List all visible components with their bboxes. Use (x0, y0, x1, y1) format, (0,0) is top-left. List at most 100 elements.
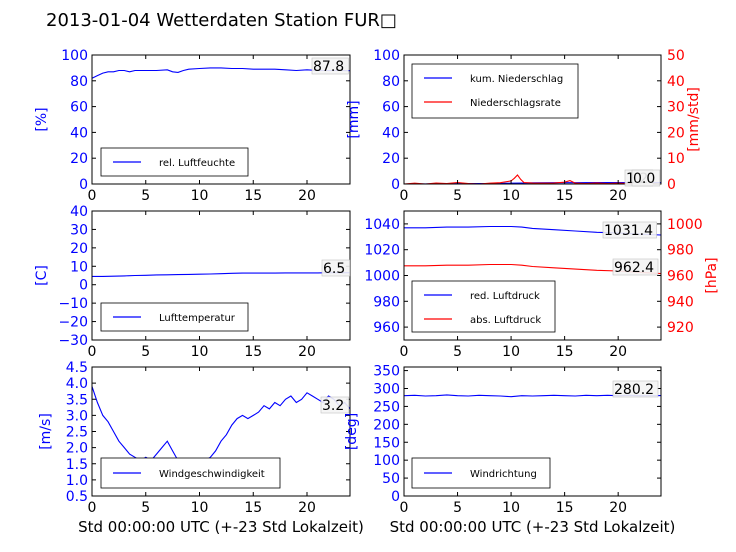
chart-pressure: 0 5 10 15 20 960 980 1000 1020 1040 920 940 960 980 10… (364, 210, 720, 360)
legend-label-temperature-0: Lufttemperatur (159, 313, 236, 324)
y-tick-label-wind_speed-4: 2.5 (66, 425, 88, 441)
x-tick-label-humidity-0: 0 (88, 188, 97, 204)
value-label-temperature-0: 6.5 (323, 261, 345, 277)
x-tick-label-wind_direction-2: 10 (502, 500, 520, 516)
y-axis-label-temperature: [C] (34, 265, 50, 286)
y-tick-label-wind_speed-7: 4.0 (66, 376, 88, 392)
y-tick-label-wind_direction-6: 300 (373, 382, 400, 398)
legend-label-precipitation-0: kum. Niederschlag (470, 74, 563, 85)
x-tick-label-wind_speed-2: 10 (191, 500, 209, 516)
x-tick-label-temperature-3: 15 (244, 344, 262, 360)
y2-tick-label-precipitation-4: 40 (667, 74, 685, 90)
y-tick-label-humidity-1: 20 (70, 151, 88, 167)
y-tick-label-humidity-4: 80 (70, 74, 88, 90)
value-box-humidity-0 (311, 57, 349, 75)
chart-humidity: 0 5 10 15 20 0 20 40 60 80 100 [%] rel. Luftfeuchte 8… (34, 48, 351, 204)
value-label-pressure-1: 962.4 (614, 260, 654, 276)
y-tick-label-pressure-0: 960 (373, 320, 400, 336)
y-tick-label-wind_speed-2: 1.5 (66, 457, 88, 473)
figure-title: 2013-01-04 Wetterdaten Station FUR□ (46, 10, 397, 31)
x-tick-label-temperature-4: 20 (298, 344, 316, 360)
x-tick-label-precipitation-0: 0 (400, 188, 409, 204)
x-tick-label-wind_speed-4: 20 (298, 500, 316, 516)
axes-frame-humidity (91, 54, 351, 185)
x-tick-label-precipitation-2: 10 (502, 188, 520, 204)
series-line-wind_speed-0 (91, 386, 351, 471)
value-label-humidity-0: 87.8 (313, 59, 344, 75)
y-tick-label-temperature-3: 0 (79, 278, 88, 294)
y-tick-label-precipitation-2: 40 (382, 125, 400, 141)
y-tick-label-humidity-2: 40 (70, 125, 88, 141)
series-line-temperature-0 (92, 272, 350, 277)
y-tick-label-pressure-4: 1040 (364, 217, 400, 233)
value-box-precipitation-1 (631, 169, 661, 187)
y-tick-label-temperature-7: 40 (70, 204, 88, 220)
y2-tick-label-pressure-3: 980 (667, 243, 694, 259)
y-tick-label-pressure-3: 1020 (364, 243, 400, 259)
y-tick-label-wind_direction-2: 100 (373, 453, 400, 469)
y-axis-label-humidity: [%] (34, 107, 50, 131)
y-tick-label-wind_speed-6: 3.5 (66, 392, 88, 408)
x-tick-label-pressure-3: 15 (556, 344, 574, 360)
legend-label-humidity-0: rel. Luftfeuchte (159, 158, 235, 169)
x-tick-label-temperature-2: 10 (191, 344, 209, 360)
value-box-temperature-0 (321, 259, 351, 277)
legend-label-precipitation-1: Niederschlagsrate (470, 98, 561, 109)
y-tick-label-temperature-0: −30 (58, 333, 88, 349)
x-tick-label-temperature-0: 0 (88, 344, 97, 360)
axes-frame-precipitation (403, 54, 662, 185)
value-box-pressure-1 (612, 258, 659, 276)
y2-tick-label-pressure-4: 1000 (667, 217, 703, 233)
y-tick-label-wind_direction-5: 250 (373, 399, 400, 415)
value-label-precipitation-1: 0.0 (633, 171, 655, 187)
y-axis-label-precipitation: [mm] (346, 100, 362, 138)
y-tick-label-wind_speed-5: 3.0 (66, 408, 88, 424)
y-tick-label-temperature-5: 20 (70, 241, 88, 257)
y-tick-label-precipitation-0: 0 (391, 177, 400, 193)
x-tick-label-wind_direction-0: 0 (400, 500, 409, 516)
y2-tick-label-precipitation-0: 0 (667, 177, 676, 193)
value-label-wind_direction-0: 280.2 (614, 382, 654, 398)
x-tick-label-pressure-1: 5 (453, 344, 462, 360)
x-tick-label-pressure-0: 0 (400, 344, 409, 360)
series-line-precipitation-1 (403, 174, 662, 185)
x-tick-label-wind_direction-3: 15 (556, 500, 574, 516)
value-label-wind_speed-0: 3.2 (322, 398, 344, 414)
y-tick-label-wind_direction-4: 200 (373, 417, 400, 433)
value-label-pressure-0: 1031.4 (604, 223, 653, 239)
y-tick-label-temperature-2: −10 (58, 296, 88, 312)
y-tick-label-wind_direction-3: 150 (373, 435, 400, 451)
chart-temperature: 0 5 10 15 20 −30 −20 −10 0 10 20 30 40 [C] Lufttempera… (34, 204, 351, 360)
x-tick-label-humidity-3: 15 (244, 188, 262, 204)
y2-axis-label-precipitation: [mm/std] (686, 87, 702, 152)
y2-tick-label-pressure-1: 940 (667, 294, 694, 310)
y2-tick-label-precipitation-2: 20 (667, 125, 685, 141)
y-axis-label-wind_speed: [m/s] (38, 413, 54, 450)
x-tick-label-precipitation-3: 15 (556, 188, 574, 204)
x-tick-label-humidity-1: 5 (141, 188, 150, 204)
x-axis-label-wind_direction: Std 00:00:00 UTC (+-23 Std Lokalzeit) (390, 518, 676, 536)
value-box-wind_direction-0 (612, 380, 659, 398)
x-tick-label-humidity-2: 10 (191, 188, 209, 204)
y2-tick-label-precipitation-3: 30 (667, 100, 685, 116)
x-tick-label-wind_direction-4: 20 (609, 500, 627, 516)
y-tick-label-precipitation-5: 100 (373, 48, 400, 64)
y2-tick-label-pressure-0: 920 (667, 320, 694, 336)
legend-box-pressure (411, 280, 556, 333)
y-tick-label-temperature-4: 10 (70, 259, 88, 275)
series-line-humidity-0 (91, 67, 351, 79)
y-tick-label-temperature-6: 30 (70, 222, 88, 238)
chart-wind_speed: 0 5 10 15 20 0.51.01.52.02.53.03.54.04.5 [m/s]… (38, 360, 364, 536)
y-tick-label-humidity-3: 60 (70, 100, 88, 116)
y-tick-label-wind_direction-1: 50 (382, 471, 400, 487)
y-tick-label-wind_speed-1: 1.0 (66, 473, 88, 489)
legend-label-pressure-1: abs. Luftdruck (470, 315, 541, 326)
y-tick-label-precipitation-3: 60 (382, 100, 400, 116)
y-tick-label-humidity-0: 0 (79, 177, 88, 193)
x-tick-label-precipitation-1: 5 (453, 188, 462, 204)
value-box-pressure-0 (602, 221, 657, 239)
y-tick-label-wind_direction-0: 0 (391, 489, 400, 505)
y2-tick-label-pressure-2: 960 (667, 269, 694, 285)
y-tick-label-pressure-2: 1000 (364, 269, 400, 285)
